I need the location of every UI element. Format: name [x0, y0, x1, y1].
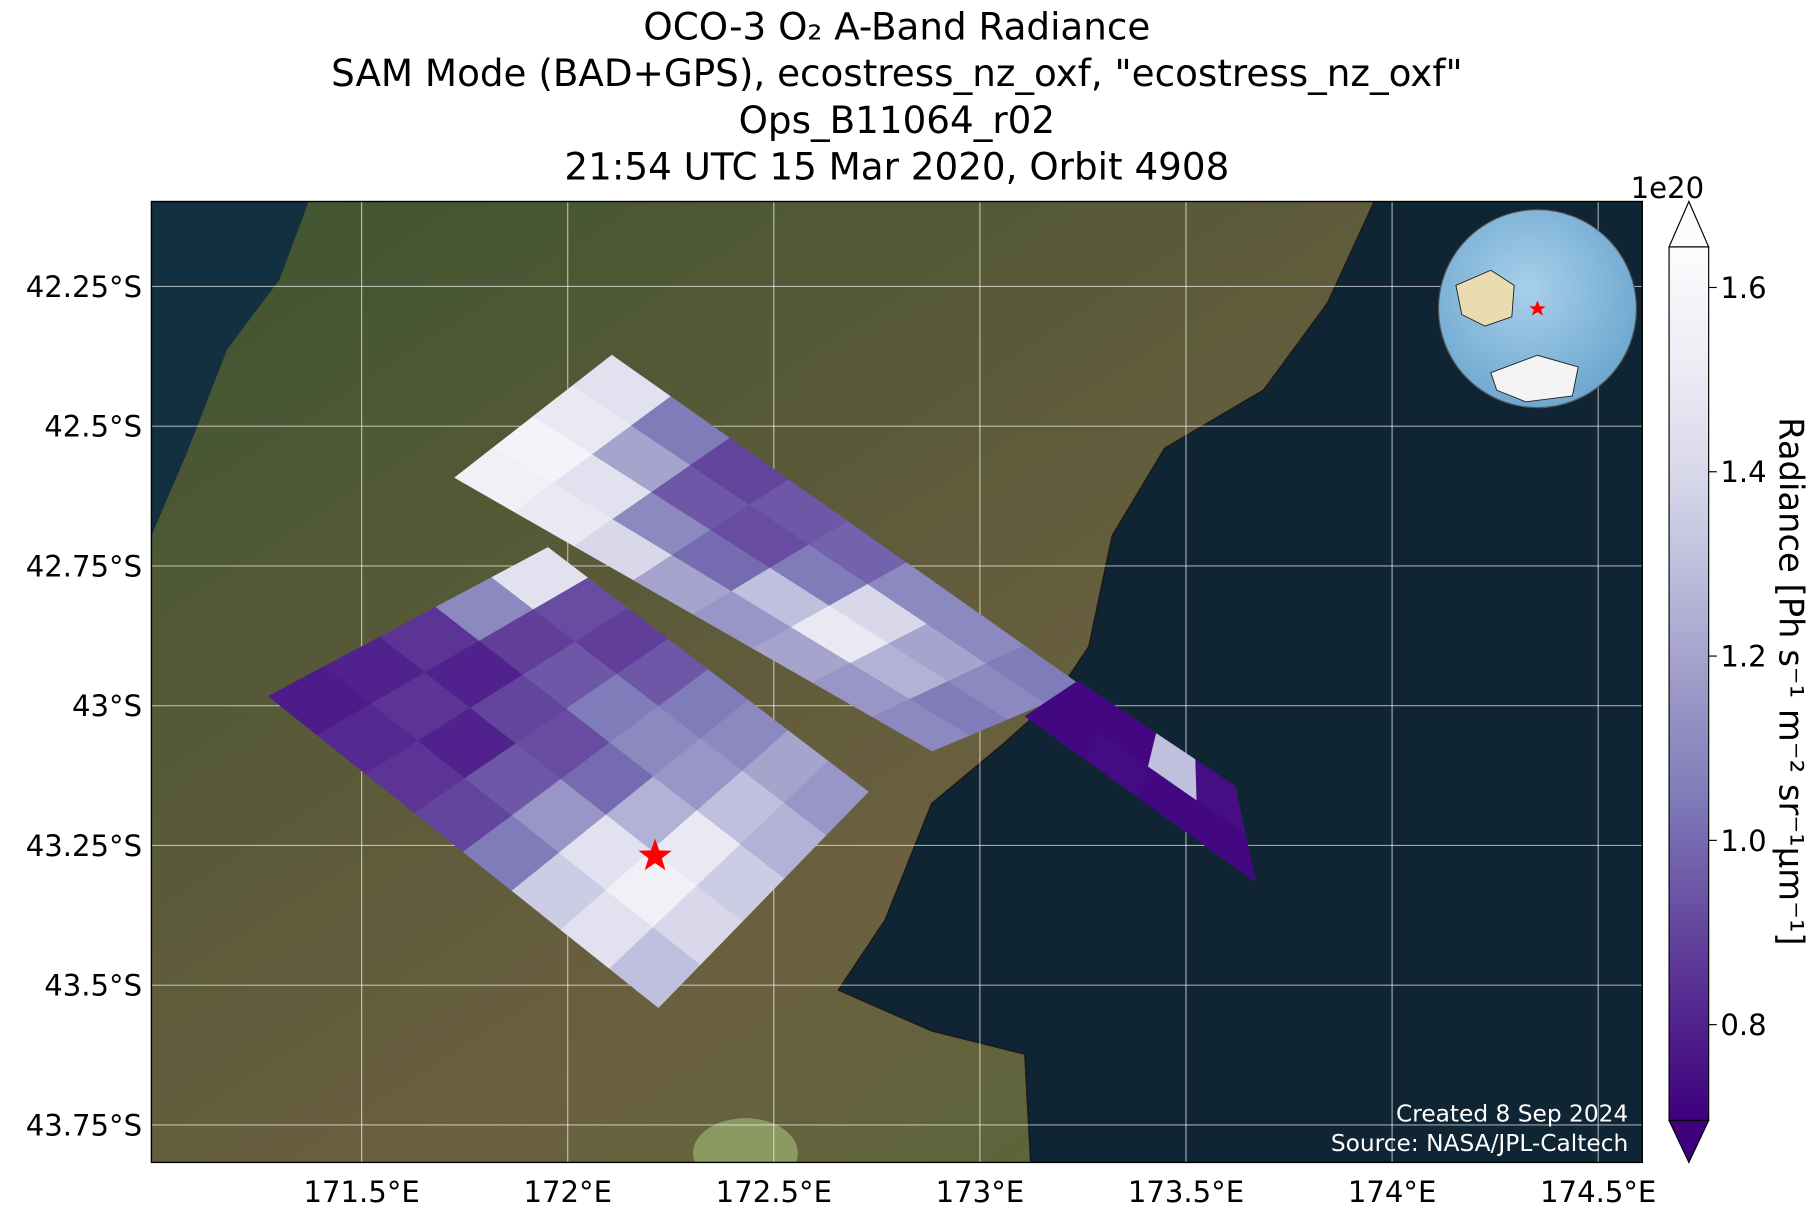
- target-marker: [638, 838, 672, 871]
- y-tick-label: 42.75°S: [26, 549, 142, 583]
- x-tick-label: 171.5°E: [303, 1175, 419, 1209]
- title-line: OCO-3 O₂ A-Band Radiance: [643, 5, 1150, 49]
- swath-cell: [783, 760, 869, 836]
- y-tick-label: 43.25°S: [26, 829, 142, 863]
- x-tick-label: 172°E: [523, 1175, 612, 1209]
- colorbar-tick-label: 1.4: [1720, 455, 1766, 489]
- colorbar-tick-label: 1.6: [1720, 271, 1766, 305]
- y-tick-label: 42.25°S: [26, 270, 142, 304]
- colorbar-label: Radiance [Ph s⁻¹ m⁻² sr⁻¹μm⁻¹]: [1772, 417, 1811, 945]
- title-line: SAM Mode (BAD+GPS), ecostress_nz_oxf, "e…: [331, 51, 1463, 95]
- x-tick-label: 173°E: [936, 1175, 1025, 1209]
- colorbar-frame: [1668, 246, 1710, 1122]
- x-tick-label: 172.5°E: [716, 1175, 832, 1209]
- coastline: [837, 201, 1376, 1163]
- inset-target: [1529, 300, 1546, 316]
- title-line: 21:54 UTC 15 Mar 2020, Orbit 4908: [564, 144, 1229, 188]
- antarctica: [1490, 354, 1579, 403]
- colorbar-offset: 1e20: [1631, 171, 1704, 205]
- colorbar-tick-label: 0.8: [1720, 1008, 1766, 1042]
- colorbar-extend-min: [1668, 1119, 1710, 1164]
- title-line: Ops_B11064_r02: [739, 98, 1056, 142]
- colorbar: [1669, 246, 1709, 1121]
- credit: Source: NASA/JPL-Caltech: [1331, 1130, 1628, 1157]
- y-tick-label: 42.5°S: [44, 410, 142, 444]
- australia: [1455, 269, 1515, 327]
- x-tick-label: 174.5°E: [1540, 1175, 1656, 1209]
- swath-cell: [1195, 759, 1246, 835]
- y-tick-label: 43°S: [72, 689, 142, 723]
- swaths: [267, 354, 1257, 1009]
- y-tick-label: 43.5°S: [44, 969, 142, 1003]
- y-tick-label: 43.75°S: [26, 1108, 142, 1142]
- colorbar-extend-max: [1668, 200, 1710, 248]
- ocean-east: [838, 201, 1643, 1163]
- map-frame: [150, 200, 1643, 1164]
- credit: Created 8 Sep 2024: [1396, 1101, 1628, 1128]
- x-tick-label: 174°E: [1348, 1175, 1437, 1209]
- x-tick-label: 173.5°E: [1128, 1175, 1244, 1209]
- ocean-west: [151, 201, 309, 536]
- colorbar-tick-label: 1.2: [1720, 640, 1766, 674]
- colorbar-tick-label: 1.0: [1720, 824, 1766, 858]
- lake: [693, 1118, 798, 1163]
